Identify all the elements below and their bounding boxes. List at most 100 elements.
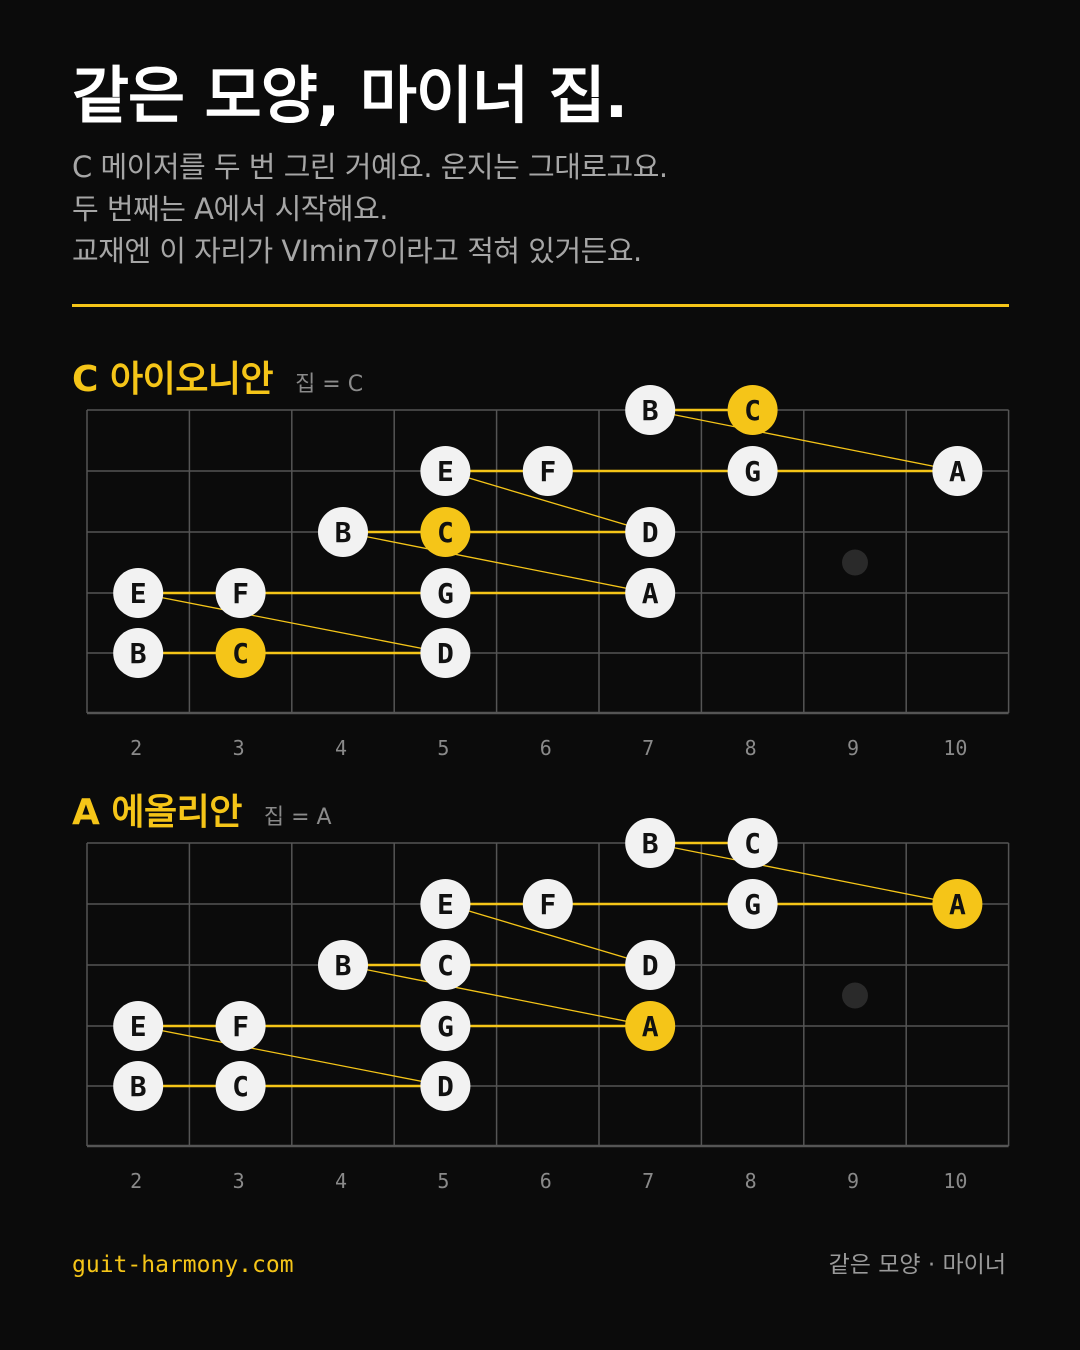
note-label: G [437, 1010, 454, 1043]
note-marker [727, 446, 778, 496]
section-title-ionian: C 아이오니안 집 = C [72, 350, 363, 402]
section-title-aeolian: A 에올리안 집 = A [72, 783, 332, 835]
fret-number: 10 [943, 736, 967, 760]
note-marker [420, 940, 471, 990]
note-marker [113, 1061, 164, 1111]
note-marker [932, 446, 983, 496]
note-label: F [232, 577, 249, 610]
note-label: B [335, 949, 352, 982]
note-marker [727, 818, 778, 868]
string-crossing-connector [138, 592, 446, 654]
home-note-marker [625, 1001, 676, 1051]
fret-number: 9 [847, 736, 859, 760]
note-label: A [949, 455, 966, 488]
fret-inlay-dot [842, 982, 868, 1009]
note-label: C [744, 394, 761, 427]
fretboard-diagram-aeolian: B CE F G AB C DE F G AB C D2 3 4 5 6 7 8 9 10 [86, 818, 1010, 1193]
note-label: C [232, 1070, 249, 1103]
subtitle-line: 두 번째는 A에서 시작해요. [72, 192, 389, 226]
fret-number: 9 [847, 1169, 859, 1193]
footer-caption: 같은 모양 · 마이너 [828, 1252, 1006, 1278]
note-label: E [130, 1010, 147, 1043]
note-label: B [130, 637, 147, 670]
page-title: 같은 모양, 마이너 집. [72, 59, 628, 132]
fretboard-diagram-ionian: B CE F G AB C DE F G AB C D2 3 4 5 6 7 8 9 10 [86, 385, 1010, 760]
note-marker [420, 628, 471, 678]
note-marker [727, 879, 778, 929]
note-marker [113, 568, 164, 618]
note-label: C [232, 637, 249, 670]
note-label: A [949, 888, 966, 921]
note-label: E [437, 888, 454, 921]
note-marker [420, 879, 471, 929]
string-crossing-connector [445, 903, 651, 966]
home-note-marker [420, 507, 471, 557]
note-label: B [130, 1070, 147, 1103]
fret-number: 4 [335, 736, 347, 760]
fret-number: 5 [437, 736, 449, 760]
string-crossing-connector [445, 470, 651, 533]
note-marker [625, 385, 676, 435]
note-marker [625, 940, 676, 990]
section-name: A 에올리안 [72, 792, 242, 833]
note-marker [420, 446, 471, 496]
fret-number: 10 [943, 1169, 967, 1193]
fret-number: 7 [642, 736, 654, 760]
fret-number: 4 [335, 1169, 347, 1193]
note-marker [420, 568, 471, 618]
note-marker [215, 568, 266, 618]
home-key-label: 집 = A [263, 805, 332, 830]
note-label: B [642, 394, 659, 427]
fret-number: 5 [437, 1169, 449, 1193]
string-crossing-connector [650, 842, 958, 905]
note-marker [113, 628, 164, 678]
note-label: C [437, 516, 454, 549]
home-note-marker [932, 879, 983, 929]
note-marker [420, 1001, 471, 1051]
note-marker [522, 879, 573, 929]
site-url: guit-harmony.com [72, 1252, 294, 1278]
fret-number: 3 [233, 736, 245, 760]
fret-number: 8 [745, 736, 757, 760]
subtitle: C 메이저를 두 번 그린 거예요. 운지는 그대로고요. 두 번째는 A에서 … [72, 146, 668, 272]
note-label: F [539, 888, 556, 921]
note-marker [522, 446, 573, 496]
fret-inlay-dot [842, 549, 868, 576]
note-label: E [130, 577, 147, 610]
note-label: G [744, 888, 761, 921]
home-key-label: 집 = C [295, 372, 364, 397]
fret-number: 2 [130, 736, 142, 760]
fret-number: 6 [540, 1169, 552, 1193]
string-crossing-connector [650, 409, 958, 472]
subtitle-line: 교재엔 이 자리가 VImin7이라고 적혀 있거든요. [72, 234, 642, 268]
note-label: D [437, 637, 454, 670]
note-marker [318, 940, 368, 990]
fret-number: 8 [745, 1169, 757, 1193]
note-marker [215, 1061, 266, 1111]
fret-number: 3 [233, 1169, 245, 1193]
note-label: B [335, 516, 352, 549]
home-note-marker [727, 385, 778, 435]
section-name: C 아이오니안 [72, 359, 274, 400]
fret-number: 2 [130, 1169, 142, 1193]
note-label: F [539, 455, 556, 488]
note-marker [113, 1001, 164, 1051]
note-label: C [744, 827, 761, 860]
note-marker [420, 1061, 471, 1111]
note-label: G [744, 455, 761, 488]
note-label: D [642, 949, 659, 982]
fret-number: 7 [642, 1169, 654, 1193]
home-note-marker [215, 628, 266, 678]
note-marker [625, 507, 676, 557]
note-marker [318, 507, 368, 557]
note-label: A [642, 1010, 659, 1043]
note-marker [625, 818, 676, 868]
subtitle-line: C 메이저를 두 번 그린 거예요. 운지는 그대로고요. [72, 150, 668, 184]
note-label: D [437, 1070, 454, 1103]
note-label: C [437, 949, 454, 982]
string-crossing-connector [342, 964, 651, 1027]
note-label: G [437, 577, 454, 610]
note-label: A [642, 577, 659, 610]
divider [72, 304, 1009, 307]
note-label: E [437, 455, 454, 488]
